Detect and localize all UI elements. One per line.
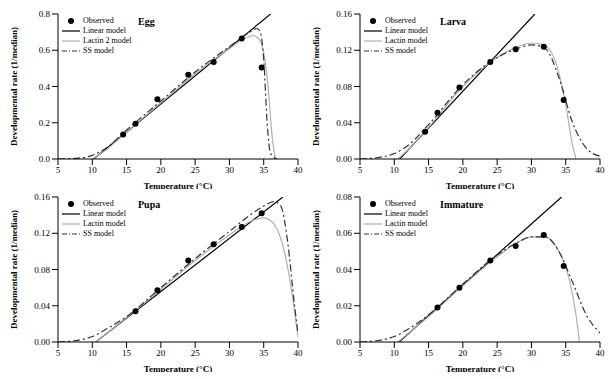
svg-text:0.06: 0.06 [336, 228, 352, 238]
svg-text:15: 15 [122, 348, 132, 358]
html-text:Observed: Observed [385, 199, 416, 208]
html-text:Linear model: Linear model [385, 26, 428, 35]
svg-text:25: 25 [493, 348, 503, 358]
svg-text:Developmental rate (1/median): Developmental rate (1/median) [311, 27, 321, 146]
svg-text:0.8: 0.8 [39, 9, 51, 19]
html-text:Lactin model: Lactin model [83, 219, 126, 228]
svg-text:Developmental rate (1/median): Developmental rate (1/median) [9, 210, 19, 329]
html-text:Immature: Immature [440, 199, 484, 210]
svg-text:35: 35 [259, 348, 269, 358]
html-text:Lactin model: Lactin model [385, 36, 428, 45]
svg-text:10: 10 [390, 165, 400, 175]
html-text:Larva: Larva [440, 16, 467, 27]
svg-text:Temperature (°C): Temperature (°C) [144, 364, 212, 372]
svg-text:Temperature (°C): Temperature (°C) [144, 181, 212, 189]
html-text:SS model: SS model [83, 229, 114, 238]
html-text:SS model: SS model [385, 46, 416, 55]
svg-text:30: 30 [225, 348, 235, 358]
svg-text:40: 40 [294, 165, 304, 175]
svg-text:25: 25 [493, 165, 503, 175]
html-text:Linear model: Linear model [83, 26, 126, 35]
svg-text:20: 20 [458, 165, 468, 175]
svg-text:0.08: 0.08 [34, 265, 50, 275]
svg-text:25: 25 [191, 348, 201, 358]
svg-text:0.04: 0.04 [336, 265, 352, 275]
svg-text:40: 40 [596, 165, 606, 175]
html-text:Pupa: Pupa [138, 199, 161, 210]
svg-text:40: 40 [596, 348, 606, 358]
svg-text:0.12: 0.12 [336, 45, 352, 55]
svg-text:Developmental rate (1/median): Developmental rate (1/median) [311, 210, 321, 329]
svg-text:35: 35 [561, 348, 571, 358]
svg-text:25: 25 [191, 165, 201, 175]
svg-text:5: 5 [358, 348, 363, 358]
svg-text:10: 10 [88, 165, 98, 175]
svg-text:0.08: 0.08 [336, 82, 352, 92]
svg-text:15: 15 [424, 165, 434, 175]
html-text:Observed: Observed [385, 16, 416, 25]
svg-text:0.16: 0.16 [34, 192, 50, 202]
svg-text:40: 40 [294, 348, 304, 358]
html-text:Egg: Egg [138, 16, 155, 27]
html-text:Linear model: Linear model [83, 209, 126, 218]
svg-text:30: 30 [225, 165, 235, 175]
html-text:Observed: Observed [83, 16, 114, 25]
svg-text:0.2: 0.2 [39, 118, 50, 128]
svg-text:20: 20 [156, 348, 166, 358]
svg-text:30: 30 [527, 165, 537, 175]
svg-text:0.00: 0.00 [34, 337, 50, 347]
html-text:Lactin 2 model: Lactin 2 model [83, 36, 132, 45]
svg-text:Developmental rate (1/median): Developmental rate (1/median) [9, 27, 19, 146]
svg-text:5: 5 [56, 348, 61, 358]
svg-text:0.02: 0.02 [336, 301, 352, 311]
svg-text:0.00: 0.00 [336, 337, 352, 347]
svg-text:0.00: 0.00 [336, 154, 352, 164]
html-text:SS model: SS model [83, 46, 114, 55]
html-text:SS model: SS model [385, 229, 416, 238]
svg-text:5: 5 [358, 165, 363, 175]
svg-text:0.16: 0.16 [336, 9, 352, 19]
svg-text:Temperature (°C): Temperature (°C) [446, 181, 514, 189]
svg-text:0.04: 0.04 [34, 301, 50, 311]
html-text:Observed: Observed [83, 199, 114, 208]
svg-text:0.12: 0.12 [34, 228, 50, 238]
svg-text:15: 15 [122, 165, 132, 175]
svg-text:20: 20 [458, 348, 468, 358]
svg-text:Temperature (°C): Temperature (°C) [446, 364, 514, 372]
svg-text:0.04: 0.04 [336, 118, 352, 128]
svg-text:0.0: 0.0 [39, 154, 51, 164]
svg-text:15: 15 [424, 348, 434, 358]
svg-text:30: 30 [527, 348, 537, 358]
svg-text:35: 35 [259, 165, 269, 175]
svg-text:0.6: 0.6 [39, 45, 51, 55]
svg-text:35: 35 [561, 165, 571, 175]
svg-text:0.4: 0.4 [39, 82, 51, 92]
html-text:Lactin model: Lactin model [385, 219, 428, 228]
svg-text:10: 10 [390, 348, 400, 358]
svg-text:0.08: 0.08 [336, 192, 352, 202]
html-text:Linear model: Linear model [385, 209, 428, 218]
svg-text:5: 5 [56, 165, 61, 175]
svg-text:10: 10 [88, 348, 98, 358]
svg-text:20: 20 [156, 165, 166, 175]
